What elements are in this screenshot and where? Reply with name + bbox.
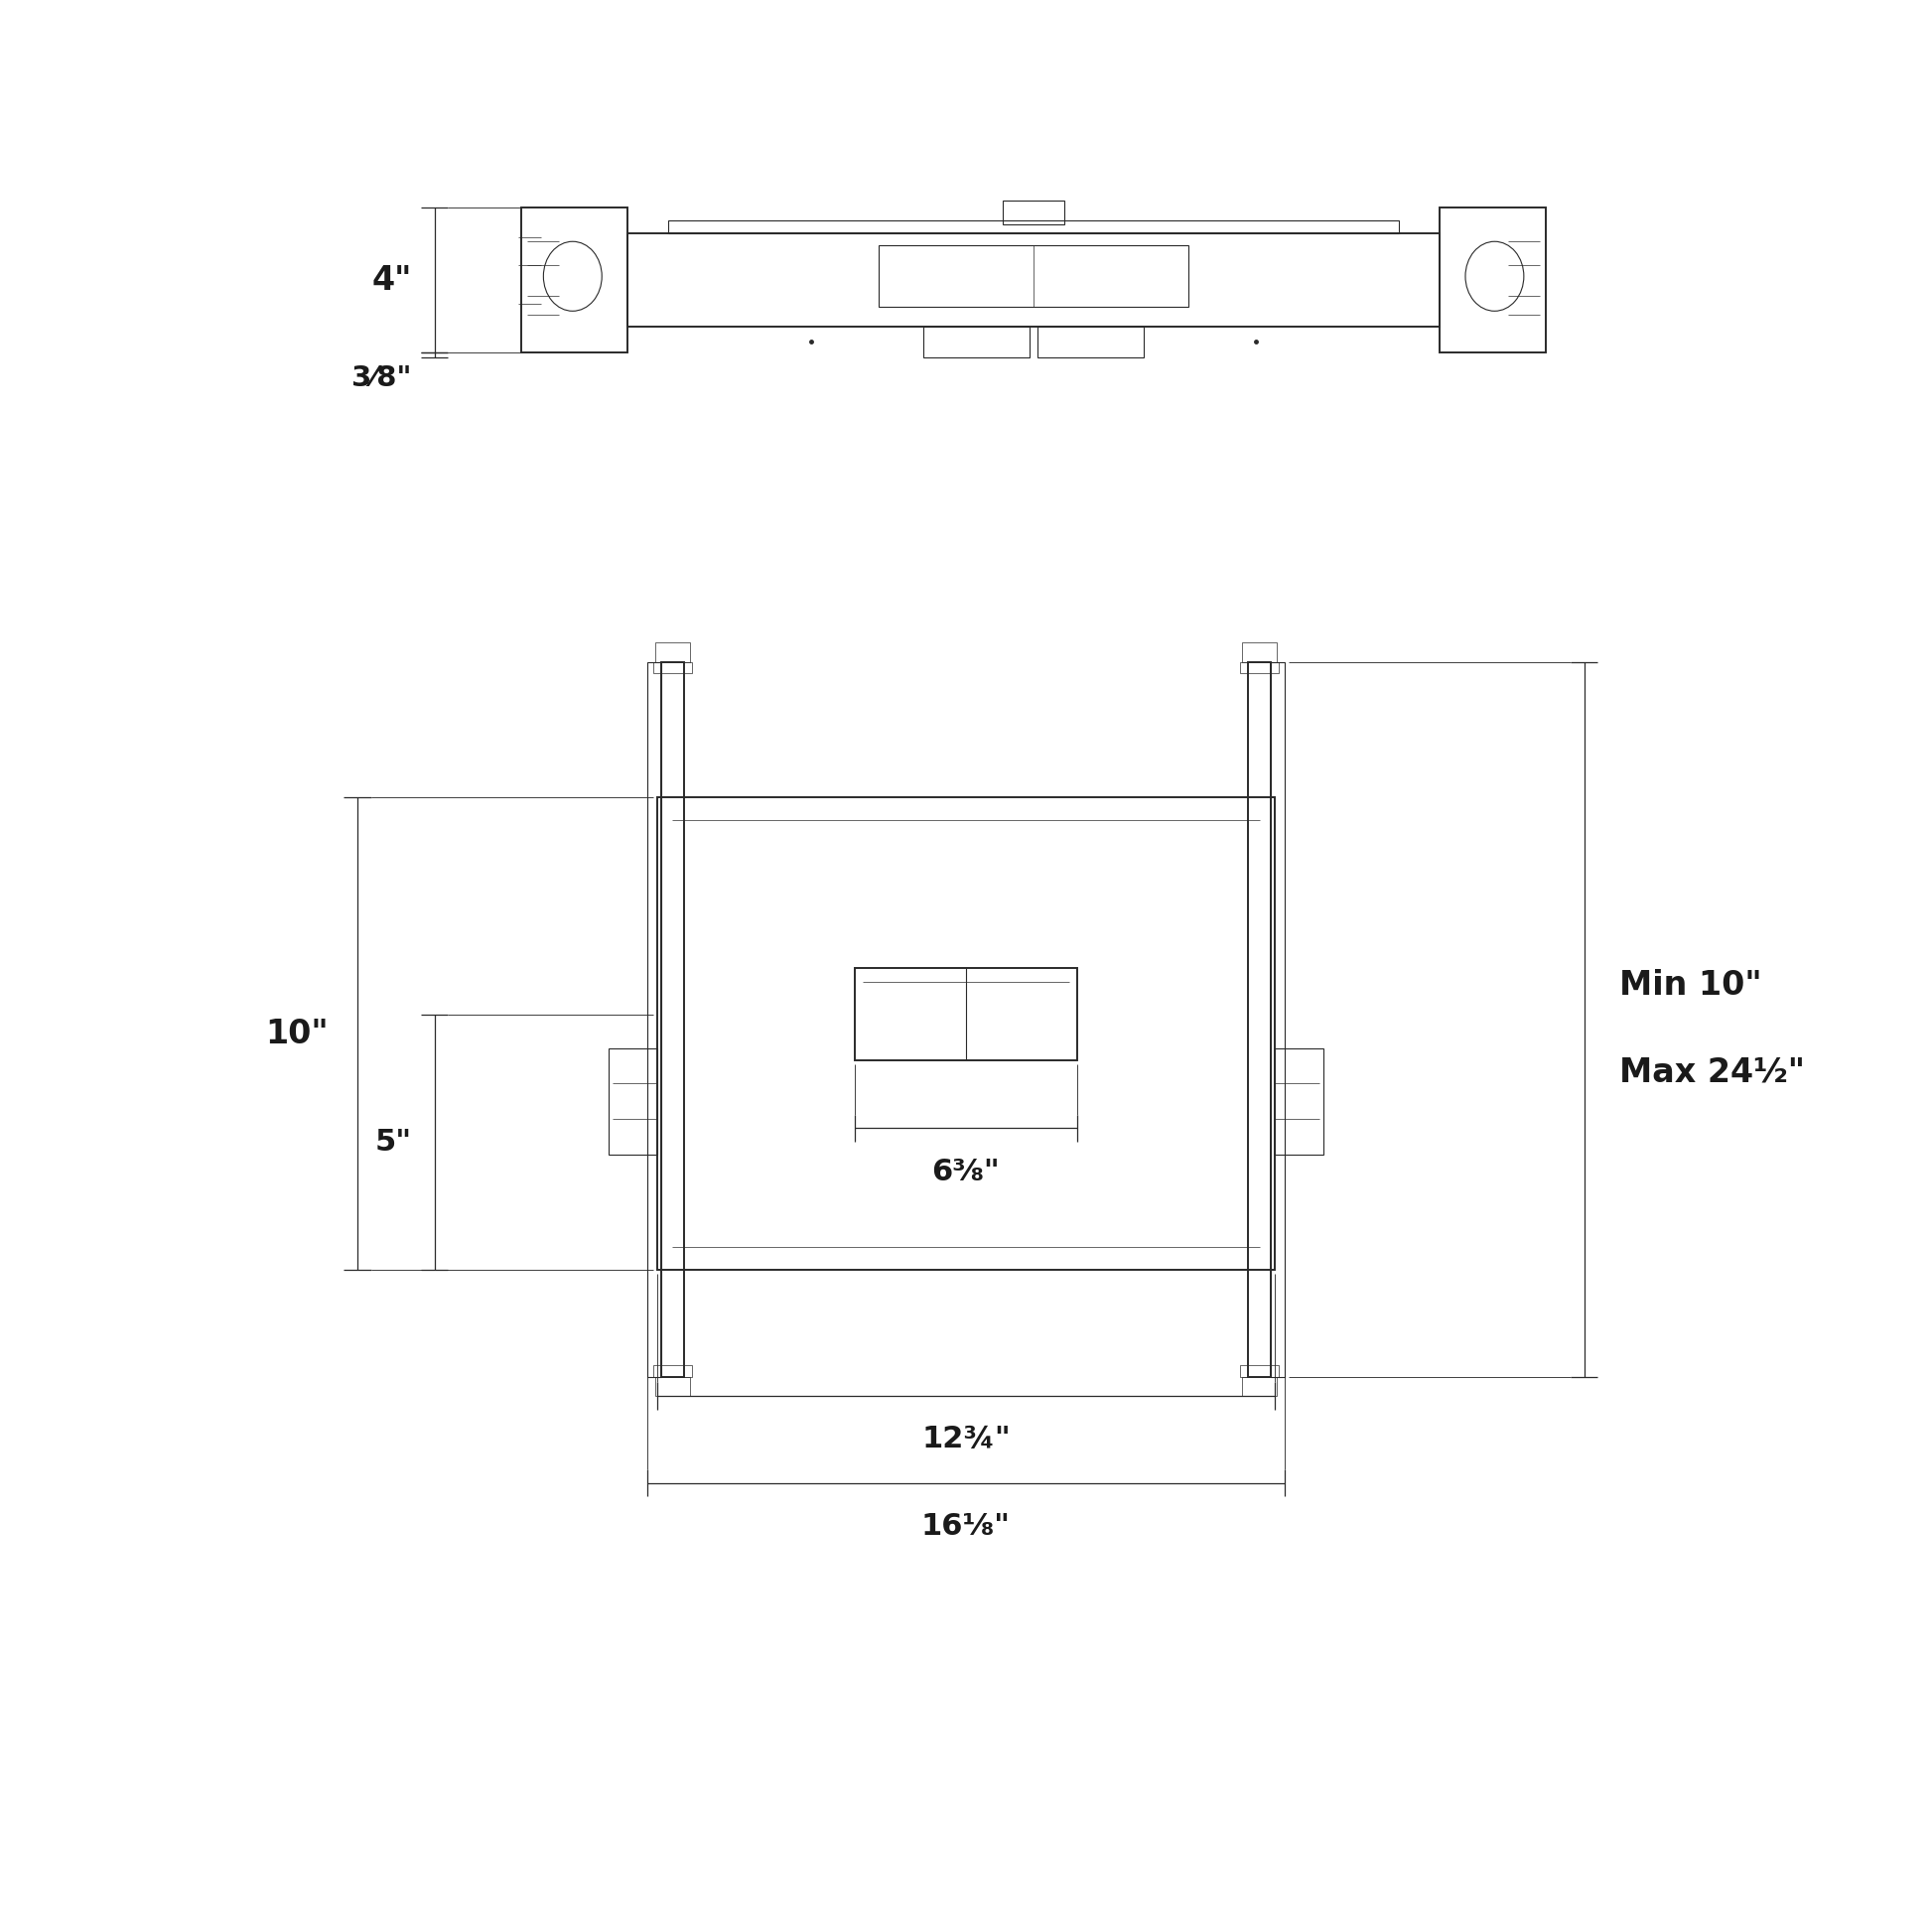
Bar — [653, 1364, 692, 1376]
Bar — [668, 220, 1399, 234]
Bar — [609, 1047, 657, 1153]
Bar — [1242, 1376, 1277, 1395]
Bar — [1248, 661, 1271, 1376]
Bar — [1037, 327, 1144, 357]
Bar — [647, 661, 661, 1376]
Bar — [522, 209, 628, 352]
Text: 12¾": 12¾" — [922, 1426, 1010, 1453]
Bar — [879, 245, 1188, 307]
Text: 10": 10" — [265, 1018, 328, 1049]
Text: 5": 5" — [375, 1128, 412, 1157]
Bar — [655, 641, 690, 661]
Bar — [923, 327, 1030, 357]
Text: 16⅛": 16⅛" — [922, 1511, 1010, 1540]
Bar — [1271, 661, 1285, 1376]
Text: 4": 4" — [371, 265, 412, 296]
Bar — [1240, 1364, 1279, 1376]
Bar — [1240, 661, 1279, 674]
Bar — [1439, 209, 1546, 352]
Bar — [655, 1376, 690, 1395]
Bar — [628, 234, 1439, 327]
Bar — [1275, 1047, 1323, 1153]
Text: 3⁄8": 3⁄8" — [352, 365, 412, 392]
Bar — [854, 968, 1078, 1061]
Text: Min 10": Min 10" — [1619, 970, 1762, 1001]
Bar — [653, 661, 692, 674]
Bar — [661, 661, 684, 1376]
Bar — [1003, 201, 1065, 224]
Text: Max 24½": Max 24½" — [1619, 1057, 1804, 1088]
Bar — [1242, 641, 1277, 661]
Bar — [657, 796, 1275, 1271]
Text: 6⅜": 6⅜" — [931, 1157, 1001, 1186]
